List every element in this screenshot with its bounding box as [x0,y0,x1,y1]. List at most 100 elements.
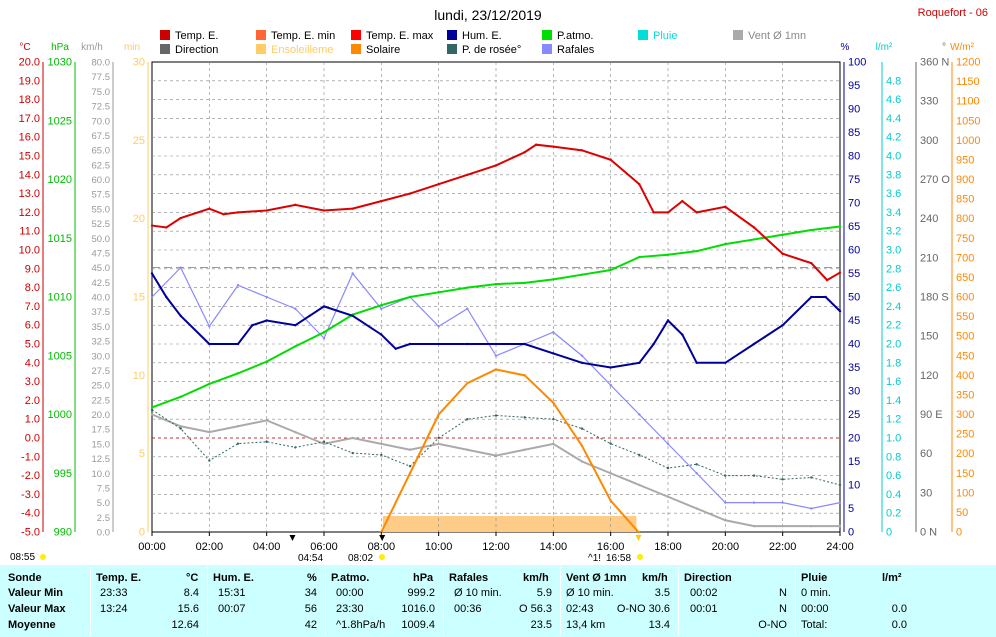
axis-tick-solar: 550 [956,311,974,323]
series-point [380,442,383,446]
axis-tick-hum: 65 [848,221,860,233]
axis-tick-rain: 3.8 [886,169,901,181]
series-point [208,325,211,328]
series-point [695,507,698,510]
series-point [638,183,641,186]
axis-tick-hum: 60 [848,245,860,257]
axis-tick-temp: -4.0 [21,508,40,520]
series-point [294,430,297,434]
axis-tick-wind: 60.0 [92,175,111,186]
table-row-label: Valeur Min [8,587,64,599]
axis-tick-rain: 4.2 [886,132,901,144]
axis-tick-press: 1000 [48,409,72,421]
series-point [380,453,383,457]
axis-tick-wind: 35.0 [92,322,111,333]
axis-tick-dir: 150 [920,331,938,343]
axis-tick-press: 1005 [48,350,72,362]
series-point [380,307,383,310]
series-point [638,483,641,487]
axis-tick-wind: 12.5 [92,454,111,465]
series-point [666,495,670,498]
sunset-time: 16:58 [606,553,631,564]
axis-tick-rain: 4.0 [886,151,901,163]
series-point [408,192,412,195]
axis-tick-rain: 0.2 [886,508,901,520]
series-point [179,314,182,317]
header-pluie-unit: l/m² [882,572,902,584]
series-point [150,224,154,227]
series-point [165,226,168,229]
series-point [265,295,268,299]
axis-tick-solar: 850 [956,194,974,206]
series-point [724,501,727,504]
series-point [552,278,555,281]
table-cell-press-t: ^1.8hPa/h [336,619,386,631]
table-cell-press-v: 1009.4 [401,619,435,631]
series-point [838,271,842,274]
axis-tick-wind: 25.0 [92,381,111,392]
axis-tick-sunmin: 25 [133,135,145,147]
axis-tick-wind: 7.5 [97,483,110,494]
axis-tick-dir: 0 N [920,527,937,539]
series-point [552,418,555,421]
series-point [179,395,182,399]
axis-tick-solar: 1000 [956,135,980,147]
legend-label: Temp. E. [175,30,218,42]
series-point [208,207,211,210]
axis-unit-dir: ° [942,42,946,53]
series-point [552,352,555,355]
table-cell-hum-v: 56 [304,603,317,615]
series-point [150,406,154,409]
series-point [408,448,412,451]
axis-tick-wind: 27.5 [92,366,111,377]
axis-tick-solar: 0 [956,527,962,539]
axis-tick-temp: 6.0 [25,320,40,332]
series-point [437,436,440,440]
axis-tick-dir: 210 [920,252,938,264]
axis-tick-temp: 20.0 [19,57,40,69]
axis-tick-temp: 15.0 [19,151,40,163]
series-point [609,383,612,387]
x-tick-label: 00:00 [138,541,166,553]
legend-swatch [447,44,457,54]
series-point [494,414,498,417]
axis-tick-press: 1015 [48,233,72,245]
legend-label: Ensoleilleme [271,44,333,56]
series-point [466,418,469,421]
series-point [523,448,526,451]
axis-tick-dir: 60 [920,448,932,460]
table-cell-temp-t: 13:24 [100,603,128,615]
axis-tick-rain: 3.6 [886,188,901,200]
table-cell-raf-v: 23.5 [530,619,552,631]
series-point [165,295,168,299]
legend-swatch [160,30,170,40]
series-point [752,524,756,528]
series-point [681,199,684,203]
series-point [265,319,268,322]
series-point [494,282,498,286]
axis-tick-rain: 2.0 [886,339,901,351]
series-point [236,372,240,375]
axis-tick-temp: -2.0 [21,470,40,482]
legend-label: Temp. E. min [271,30,335,42]
axis-tick-temp: 12.0 [19,207,40,219]
axes: 20.0 19.0 18.0 17.0 16.0 15.0 14.0 13.0 12.0 11.0… [19,42,981,539]
legend-swatch [447,30,457,40]
legend-label: Vent Ø 1mn [748,30,806,42]
table-cell-press-v: 999.2 [407,587,435,599]
sun-icon [637,554,643,560]
axis-tick-dir: 120 [920,370,938,382]
axis-tick-hum: 100 [848,57,866,69]
series-point [408,465,412,468]
axis-tick-temp: 8.0 [25,282,40,294]
axis-tick-rain: 2.4 [886,301,901,313]
axis-tick-wind: 70.0 [92,116,111,127]
series-point [494,164,498,167]
series-point [609,268,612,272]
series-point [838,309,842,313]
header-dir: Direction [684,572,732,584]
series-point [534,143,538,146]
axis-tick-solar: 800 [956,213,974,225]
series-point [695,361,698,364]
legend-swatch [256,30,266,40]
